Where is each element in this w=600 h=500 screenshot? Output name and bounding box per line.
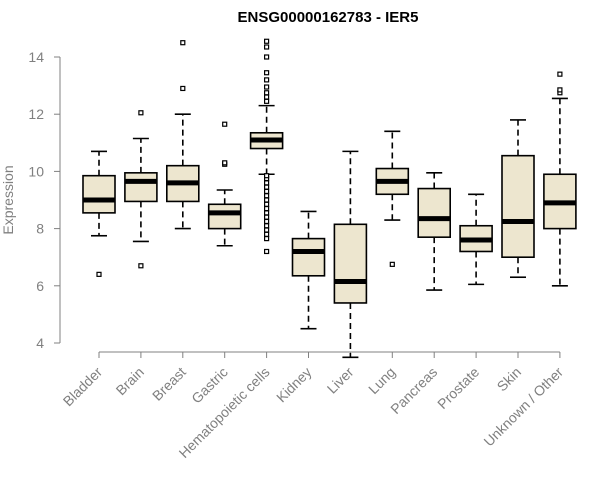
outlier-point	[222, 121, 228, 127]
box-body	[333, 223, 368, 304]
outlier-point	[264, 197, 270, 203]
outlier-point	[264, 54, 270, 60]
outlier-point	[264, 214, 270, 220]
outlier-point	[222, 160, 228, 166]
box-unknown-other	[543, 71, 577, 287]
y-tick-label: 12	[28, 106, 44, 122]
outlier-point	[264, 173, 270, 179]
box-body	[207, 203, 242, 230]
outlier-point	[264, 248, 270, 255]
x-tick-label: Skin	[494, 364, 525, 395]
outlier-point	[264, 193, 270, 199]
outlier-point	[264, 84, 270, 90]
outlier-point	[180, 85, 186, 92]
y-tick-label: 8	[36, 221, 44, 237]
outlier-point	[264, 218, 270, 225]
box-kidney	[291, 210, 326, 330]
outlier-point	[264, 236, 270, 242]
box-body	[82, 174, 116, 214]
box-breast	[166, 40, 200, 230]
box-brain	[124, 110, 158, 269]
outlier-point	[96, 271, 102, 277]
box-body	[124, 172, 158, 203]
x-tick-label: Breast	[149, 364, 189, 404]
outlier-point	[389, 261, 395, 267]
x-tick-label: Brain	[113, 364, 147, 398]
outlier-point	[138, 263, 144, 269]
x-tick-label: Prostate	[434, 364, 482, 412]
outlier-point	[264, 77, 270, 83]
outlier-point	[180, 40, 186, 46]
outlier-point	[557, 71, 563, 77]
box-body	[291, 237, 326, 277]
x-tick-label: Pancreas	[387, 364, 440, 417]
outlier-point	[264, 70, 270, 76]
y-tick-label: 10	[28, 163, 44, 179]
outlier-point	[264, 90, 270, 96]
box-body	[501, 154, 535, 258]
y-tick-label: 6	[36, 278, 44, 294]
box-pancreas	[417, 172, 452, 291]
outlier-point	[264, 184, 270, 190]
outlier-point	[264, 94, 270, 100]
x-tick-label: Liver	[324, 364, 357, 397]
outlier-point	[264, 180, 270, 186]
outlier-point	[264, 44, 270, 50]
box-hematopoietic-cells	[249, 38, 284, 255]
x-tick-label: Unknown / Other	[480, 364, 566, 450]
y-tick-label: 4	[36, 335, 44, 351]
outlier-point	[557, 87, 563, 93]
box-bladder	[82, 150, 116, 277]
box-prostate	[459, 193, 493, 286]
outlier-point	[264, 98, 270, 104]
outlier-point	[264, 210, 270, 216]
box-skin	[501, 119, 535, 279]
box-body	[417, 187, 452, 238]
y-axis-label: Expression	[0, 165, 16, 234]
box-gastric	[207, 121, 242, 247]
x-tick-label: Lung	[365, 364, 398, 397]
outlier-point	[264, 188, 270, 195]
box-liver	[333, 150, 368, 359]
outlier-point	[264, 38, 270, 44]
y-tick-label: 14	[28, 49, 44, 65]
chart-title: ENSG00000162783 - IER5	[238, 9, 419, 26]
x-tick-label: Kidney	[273, 364, 315, 406]
outlier-point	[264, 223, 270, 229]
outlier-point	[264, 205, 270, 212]
outlier-point	[138, 110, 144, 116]
y-axis: 4 6 8 10 12 14	[28, 49, 61, 351]
x-tick-label: Bladder	[60, 364, 106, 410]
box-series	[82, 38, 577, 359]
box-lung	[375, 130, 410, 267]
outlier-point	[264, 201, 270, 207]
outlier-point	[264, 227, 270, 233]
outlier-point	[264, 231, 270, 237]
